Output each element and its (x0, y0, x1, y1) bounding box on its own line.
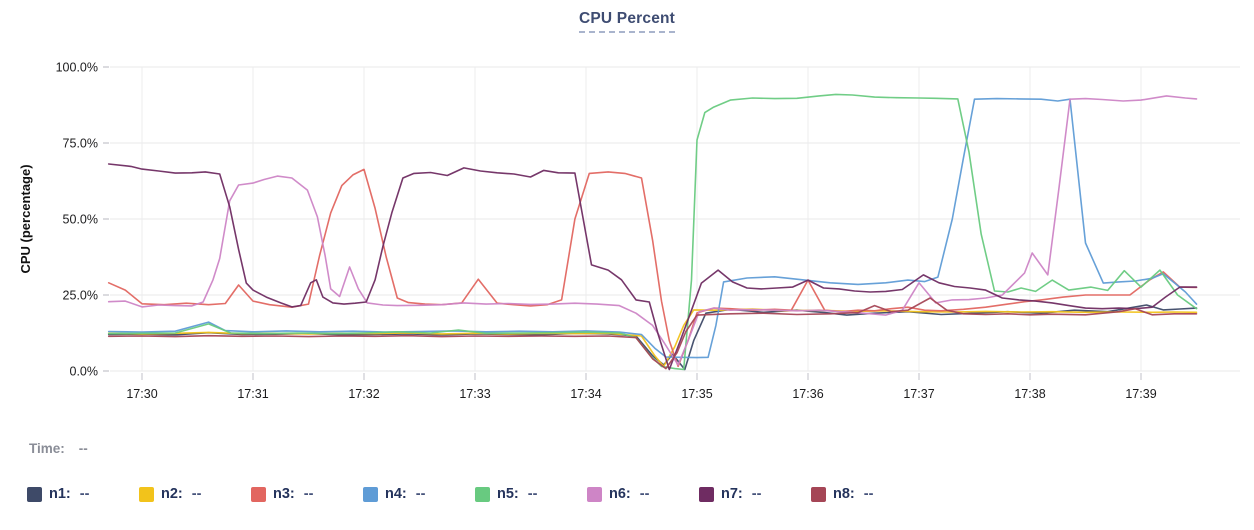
legend-label-n6: n6: (609, 486, 631, 502)
legend-label-n1: n1: (49, 486, 71, 502)
legend-label-n3: n3: (273, 486, 295, 502)
y-axis-title: CPU (percentage) (18, 164, 33, 273)
legend-value-n5: -- (527, 486, 538, 502)
series-line-n6 (107, 95, 1198, 366)
cpu-percent-chart[interactable]: 0.0% 25.0% 50.0% 75.0% 100.0% 17:30 17:31 17:32… (0, 0, 1254, 412)
legend-swatch-n2 (139, 486, 154, 502)
series-line-n3 (107, 168, 1198, 368)
legend-value-n7: -- (751, 486, 762, 502)
legend-swatch-n8 (811, 486, 826, 502)
legend-value-n6: -- (639, 486, 650, 502)
x-tick-label: 17:36 (792, 387, 823, 401)
legend-value-n3: -- (303, 486, 314, 502)
legend-item-n4[interactable]: n4: -- (363, 486, 475, 502)
series-line-n8 (107, 297, 1198, 370)
legend-swatch-n7 (699, 486, 714, 502)
legend-label-n7: n7: (721, 486, 743, 502)
legend-item-n1[interactable]: n1: -- (27, 486, 139, 502)
chart-title[interactable]: CPU Percent (578, 10, 676, 33)
legend-item-n6[interactable]: n6: -- (587, 486, 699, 502)
legend-value-n1: -- (79, 486, 90, 502)
legend-label-n5: n5: (497, 486, 519, 502)
y-tick-label: 0.0% (70, 365, 99, 379)
legend-swatch-n5 (475, 486, 490, 502)
y-tick-label: 50.0% (63, 213, 98, 227)
legend-swatch-n3 (251, 486, 266, 502)
legend-item-n7[interactable]: n7: -- (699, 486, 811, 502)
legend-item-n2[interactable]: n2: -- (139, 486, 251, 502)
chart-legend: n1: -- n2: -- n3: -- n4: -- n5: -- n6: -- n7: -- n8: -- (27, 486, 923, 502)
chart-title-row: CPU Percent (0, 10, 1254, 33)
series-line-n7 (107, 163, 1198, 371)
x-tick-label: 17:35 (681, 387, 712, 401)
y-tick-label: 75.0% (63, 137, 98, 151)
legend-item-n5[interactable]: n5: -- (475, 486, 587, 502)
x-tick-label: 17:38 (1014, 387, 1045, 401)
legend-label-n4: n4: (385, 486, 407, 502)
x-tick-label: 17:32 (348, 387, 379, 401)
x-tick-label: 17:30 (126, 387, 157, 401)
legend-label-n8: n8: (833, 486, 855, 502)
y-tick-label: 25.0% (63, 289, 98, 303)
legend-swatch-n6 (587, 486, 602, 502)
legend-item-n8[interactable]: n8: -- (811, 486, 923, 502)
legend-value-n4: -- (415, 486, 426, 502)
legend-item-n3[interactable]: n3: -- (251, 486, 363, 502)
series-line-n5 (107, 93, 1198, 371)
legend-swatch-n4 (363, 486, 378, 502)
legend-value-n2: -- (191, 486, 202, 502)
series-line-n4 (107, 97, 1198, 359)
x-tick-label: 17:37 (903, 387, 934, 401)
legend-swatch-n1 (27, 486, 42, 502)
y-tick-label: 100.0% (56, 61, 98, 75)
time-label: Time: (29, 441, 65, 456)
time-readout-row: Time: -- (29, 441, 88, 456)
x-tick-label: 17:34 (570, 387, 601, 401)
legend-label-n2: n2: (161, 486, 183, 502)
legend-value-n8: -- (863, 486, 874, 502)
time-value: -- (78, 441, 88, 456)
x-tick-label: 17:33 (459, 387, 490, 401)
x-tick-label: 17:39 (1125, 387, 1156, 401)
x-tick-label: 17:31 (237, 387, 268, 401)
